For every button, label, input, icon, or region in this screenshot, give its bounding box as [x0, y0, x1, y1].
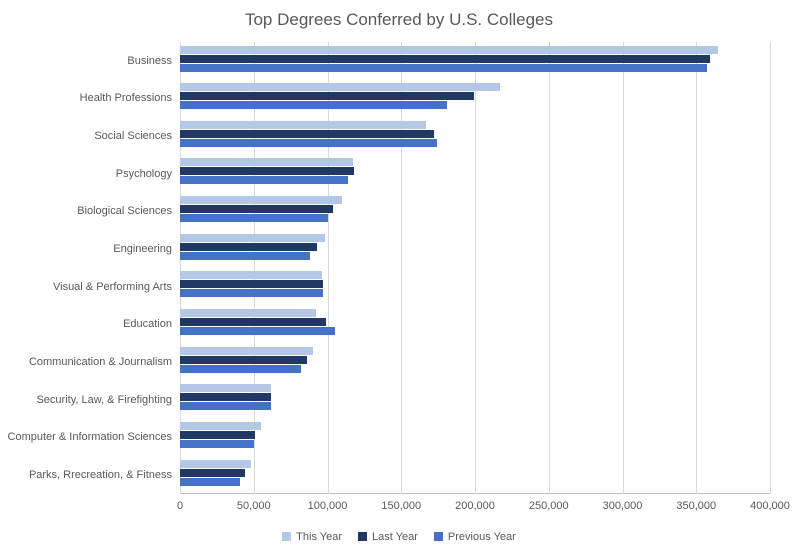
category-label: Visual & Performing Arts	[53, 281, 172, 293]
bar	[180, 101, 447, 109]
gridline	[623, 42, 624, 494]
bar	[180, 252, 310, 260]
legend-swatch	[358, 532, 367, 541]
bar	[180, 139, 437, 147]
legend-label: Previous Year	[448, 531, 516, 543]
bar	[180, 214, 328, 222]
x-tick-label: 100,000	[308, 500, 348, 512]
bar	[180, 271, 322, 279]
bar	[180, 365, 301, 373]
x-tick-label: 350,000	[676, 500, 716, 512]
x-tick-label: 0	[177, 500, 183, 512]
bar	[180, 289, 323, 297]
category-label: Health Professions	[80, 92, 172, 104]
gridline	[328, 42, 329, 494]
legend-label: This Year	[296, 531, 342, 543]
bar	[180, 318, 326, 326]
bar	[180, 158, 353, 166]
bar	[180, 469, 245, 477]
bar	[180, 347, 313, 355]
bar	[180, 176, 348, 184]
category-label: Social Sciences	[94, 130, 172, 142]
gridline	[770, 42, 771, 494]
legend-swatch	[282, 532, 291, 541]
legend-item: This Year	[282, 531, 342, 543]
bar	[180, 422, 261, 430]
category-label: Biological Sciences	[77, 205, 172, 217]
bar	[180, 64, 707, 72]
bar	[180, 92, 474, 100]
gridline	[549, 42, 550, 494]
legend-item: Previous Year	[434, 531, 516, 543]
bar	[180, 196, 342, 204]
bar	[180, 130, 434, 138]
bar	[180, 46, 718, 54]
bar	[180, 83, 500, 91]
chart-title: Top Degrees Conferred by U.S. Colleges	[0, 0, 798, 34]
x-tick-label: 400,000	[750, 500, 790, 512]
category-label: Engineering	[113, 243, 172, 255]
bar	[180, 234, 325, 242]
bar	[180, 393, 271, 401]
bar	[180, 384, 271, 392]
category-label: Communication & Journalism	[29, 356, 172, 368]
bar	[180, 440, 254, 448]
bar	[180, 167, 354, 175]
x-tick-label: 200,000	[455, 500, 495, 512]
plot-area: 050,000100,000150,000200,000250,000300,0…	[180, 42, 770, 494]
gridline	[475, 42, 476, 494]
x-tick-label: 250,000	[529, 500, 569, 512]
bar	[180, 460, 251, 468]
category-label: Computer & Information Sciences	[8, 431, 172, 443]
bar	[180, 431, 255, 439]
category-label: Business	[127, 55, 172, 67]
x-tick-label: 50,000	[237, 500, 271, 512]
bar	[180, 309, 316, 317]
chart-legend: This Year Last Year Previous Year	[0, 531, 798, 545]
degrees-chart: Top Degrees Conferred by U.S. Colleges 0…	[0, 0, 798, 550]
bar	[180, 478, 240, 486]
legend-item: Last Year	[358, 531, 418, 543]
legend-label: Last Year	[372, 531, 418, 543]
bar	[180, 356, 307, 364]
bar	[180, 327, 335, 335]
x-tick-label: 150,000	[381, 500, 421, 512]
category-label: Education	[123, 318, 172, 330]
bar	[180, 205, 333, 213]
legend-swatch	[434, 532, 443, 541]
bar	[180, 243, 317, 251]
category-label: Parks, Rrecreation, & Fitness	[29, 469, 172, 481]
category-label: Psychology	[116, 168, 172, 180]
category-label: Security, Law, & Firefighting	[36, 394, 172, 406]
bar	[180, 121, 426, 129]
x-tick-label: 300,000	[603, 500, 643, 512]
gridline	[401, 42, 402, 494]
gridline	[696, 42, 697, 494]
bar	[180, 402, 271, 410]
bar	[180, 55, 710, 63]
bar	[180, 280, 323, 288]
